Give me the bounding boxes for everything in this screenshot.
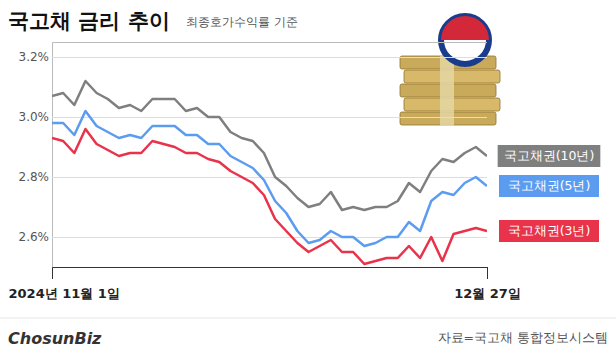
chart: 국고채 금리 추이 최종호가수익률 기준 2.6% 2.8% 3.0% 3.2% 2024년… xyxy=(0,0,616,359)
y-axis: 2.6% 2.8% 3.0% 3.2% xyxy=(19,43,488,268)
series-label: 국고채권(3년) xyxy=(499,220,599,242)
illustration xyxy=(400,16,500,126)
grid-line xyxy=(52,57,487,58)
x-axis: 2024년 11월 1일 12월 27일 xyxy=(9,267,521,301)
x-tick-mark xyxy=(487,267,488,279)
x-tick-label: 2024년 11월 1일 xyxy=(9,286,120,301)
series-label-box xyxy=(499,220,599,242)
y-tick-label: 2.8% xyxy=(19,170,50,184)
series-label: 국고채권(10년) xyxy=(498,145,601,167)
illustration-emblem xyxy=(441,16,489,40)
grid-line xyxy=(52,117,487,118)
y-tick: 3.2% xyxy=(19,50,488,64)
series-label: 국고채권(5년) xyxy=(499,175,599,197)
logo: ChosunBiz xyxy=(8,329,102,348)
series-label-box xyxy=(498,145,601,167)
y-tick-label: 3.0% xyxy=(19,110,50,124)
x-axis-line xyxy=(53,268,488,280)
series-labels: 국고채권(10년) 국고채권(5년) 국고채권(3년) xyxy=(498,145,601,242)
footer-rule xyxy=(0,318,616,319)
subtitle: 최종호가수익률 기준 xyxy=(186,15,298,29)
source: 자료=국고채 통합정보시스템 xyxy=(438,330,608,345)
x-tick-label: 12월 27일 xyxy=(454,286,521,301)
title: 국고채 금리 추이 xyxy=(8,9,170,33)
grid-line xyxy=(52,237,487,238)
y-tick-label: 3.2% xyxy=(19,50,50,64)
lines xyxy=(52,81,487,264)
y-tick-label: 2.6% xyxy=(19,230,50,244)
series-line xyxy=(52,129,487,264)
series-label-text: 국고채권(5년) xyxy=(508,178,591,193)
y-axis-line xyxy=(53,43,488,268)
y-tick: 2.6% xyxy=(19,230,488,244)
grid-line xyxy=(52,177,487,178)
series-label-box xyxy=(499,175,599,197)
x-tick: 2024년 11월 1일 xyxy=(9,267,120,301)
illustration-emblem xyxy=(441,16,489,64)
series-label-text: 국고채권(3년) xyxy=(508,223,591,238)
illustration-band xyxy=(440,56,454,126)
x-tick: 12월 27일 xyxy=(454,267,521,301)
series-label-text: 국고채권(10년) xyxy=(504,148,595,163)
series-line xyxy=(52,111,487,246)
